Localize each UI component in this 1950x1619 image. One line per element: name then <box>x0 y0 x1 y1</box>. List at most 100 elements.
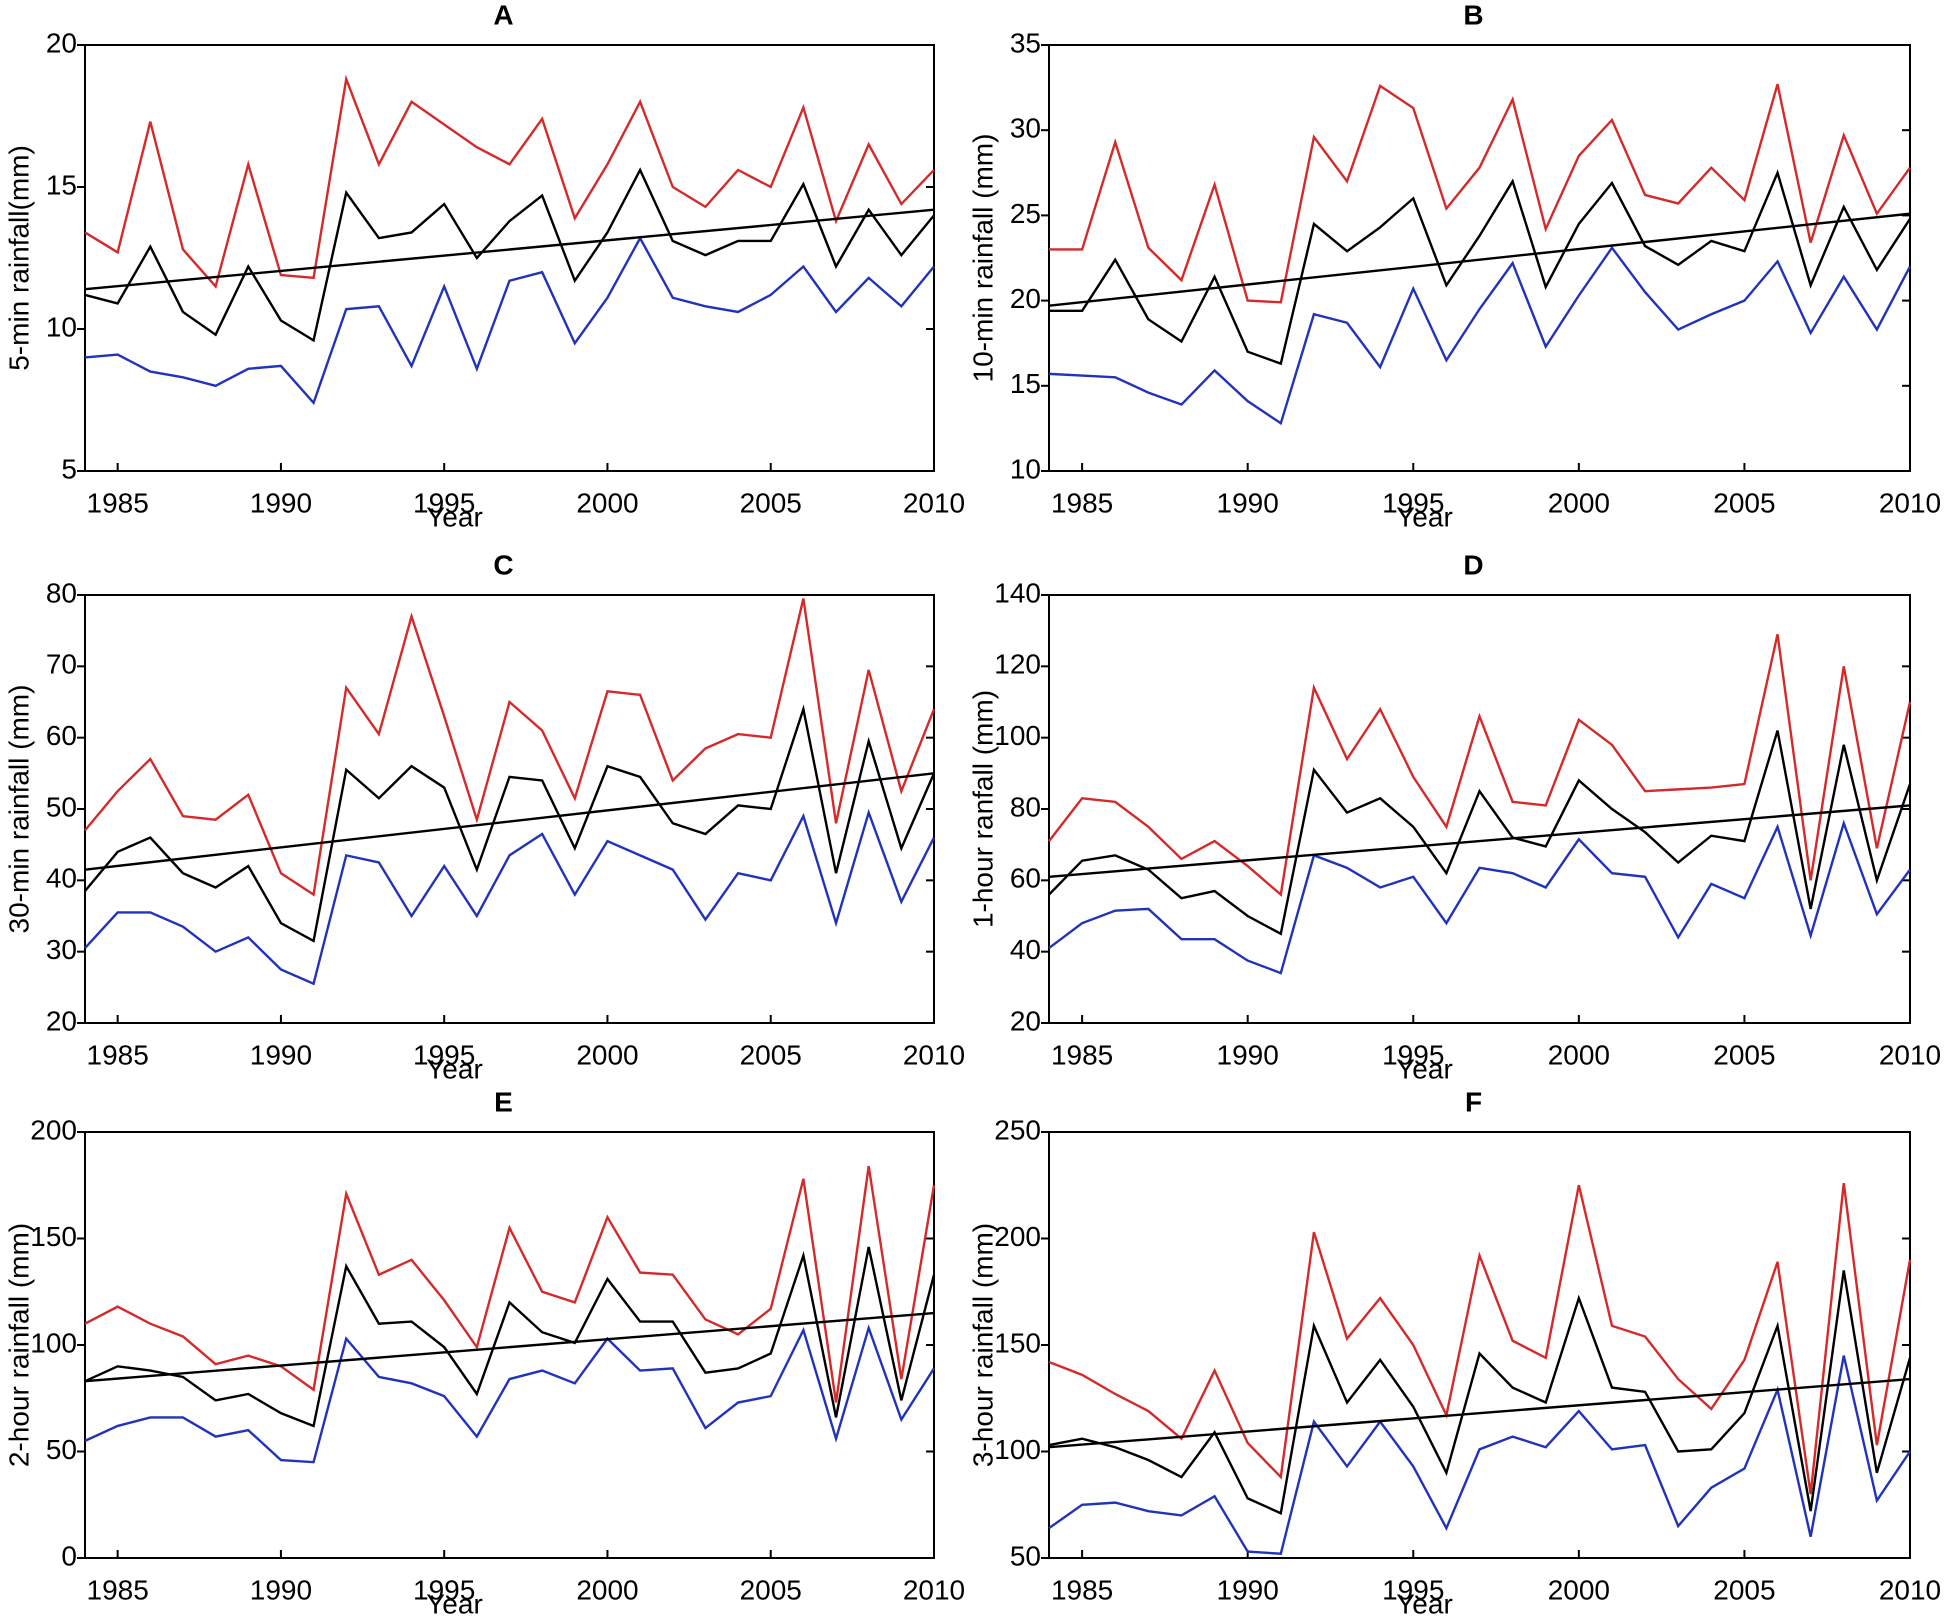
data-line <box>1049 83 1911 304</box>
y-tick-label: 100 <box>30 1327 77 1358</box>
x-axis-label: Year <box>426 501 483 532</box>
y-axis-label: 3-hour rainfall (mm) <box>967 1223 998 1467</box>
y-tick-label: 200 <box>994 1221 1041 1252</box>
y-axis-label: 10-min rainfall (mm) <box>967 134 998 383</box>
y-tick-label: 10 <box>1010 453 1041 484</box>
data-line <box>1049 169 1912 366</box>
data-line <box>1048 245 1912 426</box>
panel: 20 40 60 80 100 120 140 1985 1990 1995 2000 2005 201… <box>967 549 1941 1084</box>
y-tick-label: 150 <box>994 1327 1041 1358</box>
y-tick-label: 80 <box>1010 791 1041 822</box>
x-axis-label: Year <box>426 1588 483 1619</box>
y-tick-label: 30 <box>1010 113 1041 144</box>
y-tick-label: 20 <box>46 1005 77 1036</box>
x-tick-label: 1990 <box>250 1039 312 1070</box>
x-tick-label: 2005 <box>740 487 802 518</box>
data-line <box>84 1324 936 1464</box>
data-line <box>1048 819 1911 975</box>
x-tick-label: 2000 <box>576 487 638 518</box>
plot-frame <box>84 594 935 1024</box>
data-line <box>1048 1182 1912 1495</box>
y-tick-label: 150 <box>30 1221 77 1252</box>
y-tick-label: 0 <box>61 1540 77 1571</box>
panel: 5 10 15 20 1985 1990 1995 2000 2005 2010 A Year 5-mi… <box>3 0 965 532</box>
data-line <box>84 1246 936 1428</box>
y-tick-label: 200 <box>30 1114 77 1145</box>
trend-line <box>1048 804 1911 878</box>
x-axis-label: Year <box>1396 501 1453 532</box>
y-tick-label: 30 <box>46 934 77 965</box>
y-tick-label: 20 <box>1010 283 1041 314</box>
panel-title: A <box>493 0 513 30</box>
y-axis-label: 30-min rainfall (mm) <box>3 685 34 934</box>
data-line <box>84 235 935 406</box>
y-tick-label: 40 <box>46 863 77 894</box>
plot-frame <box>1048 44 1911 472</box>
y-tick-label: 60 <box>46 720 77 751</box>
trend-line <box>1048 1377 1911 1449</box>
x-tick-label: 2010 <box>1879 487 1941 518</box>
x-tick-label: 1995 <box>413 1574 475 1605</box>
x-tick-label: 1995 <box>1382 487 1444 518</box>
y-tick-label: 70 <box>46 649 77 680</box>
y-tick-label: 25 <box>1010 198 1041 229</box>
data-line <box>84 598 936 897</box>
panel: 10 15 20 25 30 35 1985 1990 1995 2000 2005 2010 B Yea… <box>967 0 1941 532</box>
y-tick-label: 20 <box>46 27 77 58</box>
x-tick-label: 1985 <box>1051 1574 1113 1605</box>
x-tick-label: 2010 <box>1879 1574 1941 1605</box>
y-tick-label: 15 <box>46 169 77 200</box>
x-tick-label: 2000 <box>576 1039 638 1070</box>
y-tick-label: 40 <box>1010 934 1041 965</box>
y-axis-label: 5-min rainfall(mm) <box>3 145 34 371</box>
panel-title: C <box>493 549 513 580</box>
x-tick-label: 2010 <box>903 1574 965 1605</box>
x-tick-label: 2005 <box>740 1574 802 1605</box>
panel: 0 50 100 150 200 1985 1990 1995 2000 2005 2010 E Yea… <box>3 1086 965 1619</box>
data-line <box>84 704 936 943</box>
x-tick-label: 2000 <box>1548 1574 1610 1605</box>
data-line <box>1048 633 1912 897</box>
x-tick-label: 1985 <box>87 1039 149 1070</box>
y-tick-label: 50 <box>46 1434 77 1465</box>
x-tick-label: 1985 <box>1051 487 1113 518</box>
y-tick-label: 10 <box>46 311 77 342</box>
x-tick-label: 1990 <box>1217 1039 1279 1070</box>
trend-line <box>1048 212 1911 307</box>
y-tick-label: 250 <box>994 1114 1041 1145</box>
trend-line <box>84 772 935 871</box>
y-axis-label: 2-hour rainfall (mm) <box>3 1223 34 1467</box>
x-tick-label: 2000 <box>1548 487 1610 518</box>
x-tick-label: 2005 <box>740 1039 802 1070</box>
y-tick-label: 60 <box>1010 863 1041 894</box>
plot-frame <box>84 44 935 472</box>
y-tick-label: 15 <box>1010 368 1041 399</box>
y-tick-label: 80 <box>46 577 77 608</box>
x-tick-label: 1990 <box>250 487 312 518</box>
x-axis-label: Year <box>1396 1588 1453 1619</box>
x-tick-label: 1990 <box>250 1574 312 1605</box>
x-tick-label: 1995 <box>1382 1039 1444 1070</box>
panel-title: F <box>1465 1086 1482 1117</box>
y-tick-label: 100 <box>994 1434 1041 1465</box>
x-tick-label: 1990 <box>1217 487 1279 518</box>
y-tick-label: 50 <box>1010 1540 1041 1571</box>
panel-title: D <box>1463 549 1483 580</box>
y-tick-label: 35 <box>1010 27 1041 58</box>
data-line <box>1048 1355 1911 1556</box>
y-axis-label: 1-hour ranfall (mm) <box>967 690 998 928</box>
x-tick-label: 1985 <box>87 487 149 518</box>
trend-line <box>84 1311 935 1383</box>
panel-title: B <box>1463 0 1483 30</box>
panel: 20 30 40 50 60 70 80 1985 1990 1995 2000 2005 2010 C Y… <box>3 549 965 1084</box>
data-line <box>84 808 936 986</box>
x-tick-label: 2010 <box>903 1039 965 1070</box>
data-line <box>1048 1270 1912 1515</box>
data-line <box>84 74 935 289</box>
x-tick-label: 1985 <box>1051 1039 1113 1070</box>
x-tick-label: 2000 <box>1548 1039 1610 1070</box>
x-tick-label: 1995 <box>413 1039 475 1070</box>
x-tick-label: 2005 <box>1713 1574 1775 1605</box>
